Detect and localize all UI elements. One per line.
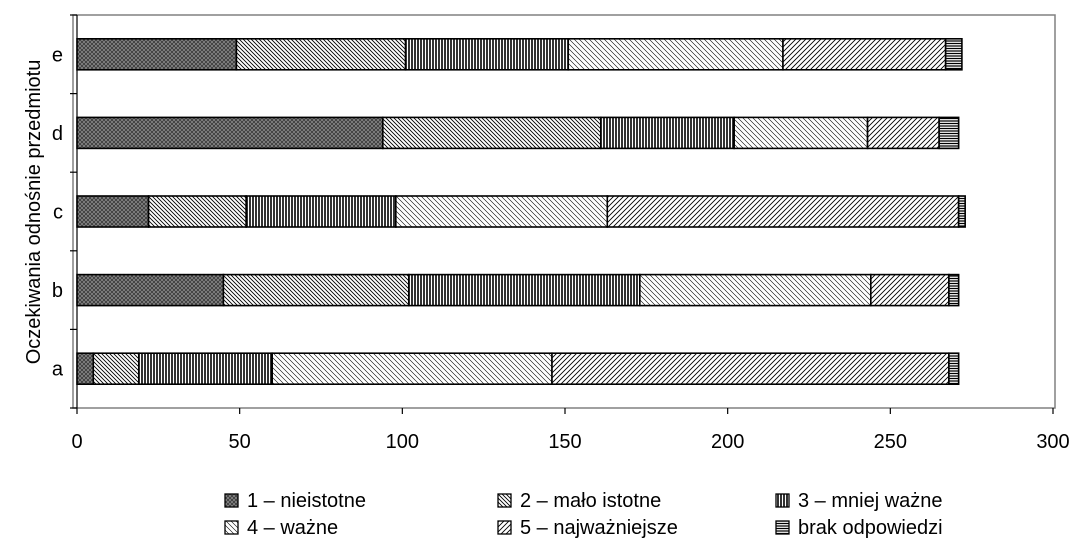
bar-e-series-2 — [235, 37, 407, 71]
bar-e-series-3 — [404, 37, 570, 71]
bar-b-series-6 — [948, 273, 960, 307]
legend-item: 5 – najważniejsze — [497, 517, 678, 539]
bar-a-series-1 — [76, 352, 95, 386]
legend-label: 3 – mniej ważne — [798, 490, 943, 512]
bar-a-series-3 — [138, 352, 274, 386]
bar-b-series-1 — [76, 273, 225, 307]
bar-d-series-4 — [733, 116, 869, 150]
category-label-b: b — [52, 280, 63, 302]
legend-label: 4 – ważne — [247, 517, 338, 539]
y-category-labels: a b c d e — [52, 44, 64, 380]
x-tick-label: 150 — [548, 431, 581, 453]
bar-c-series-4 — [395, 195, 609, 228]
legend-item: brak odpowiedzi — [775, 517, 943, 539]
bar-a-series-2 — [92, 352, 140, 386]
bar-b-series-5 — [870, 273, 950, 307]
category-label-a: a — [52, 359, 64, 381]
legend-swatch — [497, 520, 512, 535]
bar-b-series-2 — [222, 273, 410, 307]
bar-d-series-3 — [599, 116, 735, 150]
bar-a-series-5 — [551, 352, 950, 386]
bar-a-series-4 — [271, 352, 553, 386]
x-tick-label: 100 — [386, 431, 419, 453]
x-tick-label: 300 — [1036, 431, 1069, 453]
bar-d-series-1 — [76, 116, 384, 150]
bar-c-series-6 — [957, 195, 966, 228]
x-tick-label: 0 — [71, 431, 82, 453]
legend-swatch — [224, 493, 239, 508]
bar-e-series-6 — [944, 37, 963, 71]
category-label-e: e — [52, 44, 63, 66]
legend-item: 2 – mało istotne — [497, 490, 661, 512]
bar-d-series-5 — [866, 116, 940, 150]
legend-label: brak odpowiedzi — [798, 517, 943, 539]
x-tick-labels: 0 50 100 150 200 250 300 — [71, 431, 1069, 453]
bar-e-series-1 — [76, 37, 238, 71]
legend-label: 1 – nieistotne — [247, 490, 366, 512]
bar-d-series-6 — [938, 116, 960, 150]
category-label-c: c — [53, 202, 63, 224]
legend-item: 4 – ważne — [224, 517, 338, 539]
x-tick-label: 200 — [711, 431, 744, 453]
y-axis-title: Oczekiwania odnośnie przedmiotu — [23, 60, 45, 365]
legend-swatch — [497, 493, 512, 508]
category-label-d: d — [52, 123, 63, 145]
bar-b-series-3 — [408, 273, 641, 307]
legend-label: 2 – mało istotne — [520, 490, 661, 512]
legend-label: 5 – najważniejsze — [520, 517, 678, 539]
legend-item: 1 – nieistotne — [224, 490, 366, 512]
bar-a-series-6 — [948, 352, 960, 386]
bar-b-series-4 — [639, 273, 872, 307]
legend: 1 – nieistotne 2 – mało istotne 3 – mniej … — [224, 490, 943, 539]
legend-item: 3 – mniej ważne — [775, 490, 943, 512]
bar-c-series-1 — [76, 195, 150, 228]
bar-c-series-2 — [147, 195, 247, 228]
legend-swatch — [224, 520, 239, 535]
legend-swatch — [775, 520, 790, 535]
legend-swatch — [775, 493, 790, 508]
bars-group — [76, 37, 966, 386]
bar-d-series-2 — [382, 116, 602, 150]
x-tick-label: 250 — [874, 431, 907, 453]
bar-c-series-5 — [606, 195, 960, 228]
axes-group — [70, 14, 1054, 414]
bar-e-series-5 — [782, 37, 947, 71]
x-tick-label: 50 — [229, 431, 251, 453]
bar-c-series-3 — [245, 195, 397, 228]
bar-e-series-4 — [567, 37, 784, 71]
